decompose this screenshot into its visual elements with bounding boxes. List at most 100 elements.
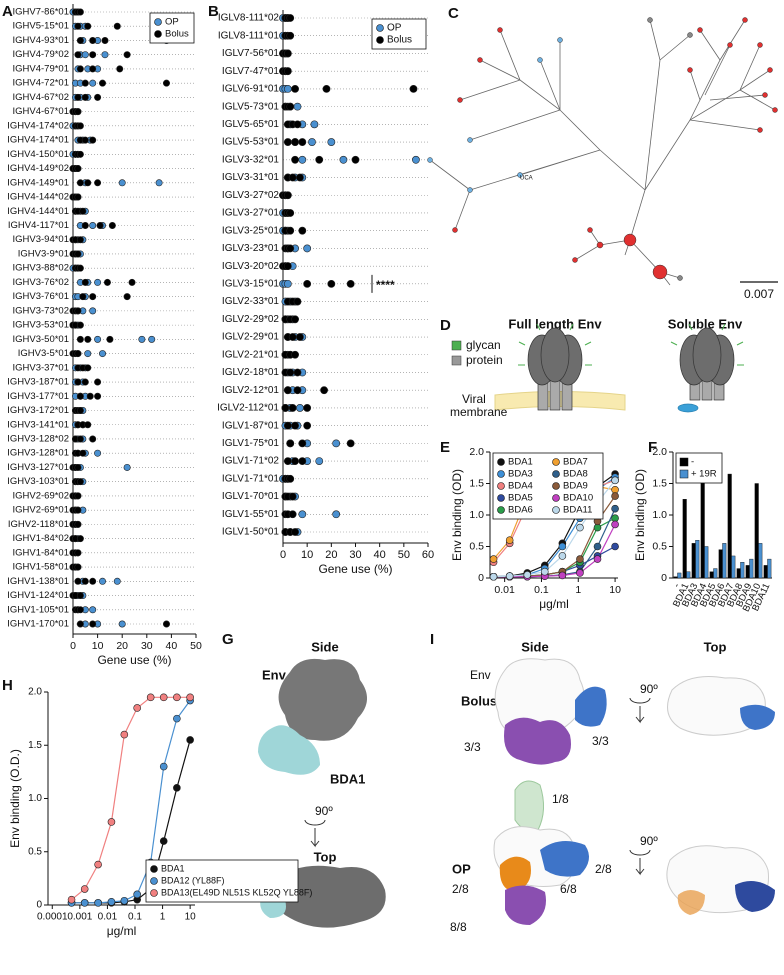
rotation-arrow: [629, 697, 651, 724]
dot: [84, 364, 92, 372]
view-label: Side: [521, 639, 548, 654]
dot: [74, 307, 82, 315]
category-label: IGLV2-18*01: [222, 367, 280, 378]
x-tick-label: 1: [575, 584, 581, 596]
point: [576, 569, 584, 577]
dot: [76, 535, 84, 543]
bar: [722, 543, 727, 579]
category-label: IGLV3-25*01: [222, 225, 280, 236]
category-label: IGLV1-70*01: [222, 491, 280, 502]
dot: [303, 404, 312, 412]
dot: [128, 278, 136, 286]
dot: [76, 407, 84, 415]
dot: [293, 386, 302, 395]
legend-marker: [150, 889, 158, 897]
category-label: IGHV1-138*01: [7, 576, 69, 587]
bar: [749, 558, 754, 579]
dot: [138, 335, 146, 343]
y-tick-label: 0.5: [469, 540, 484, 552]
dot: [162, 79, 170, 87]
category-label: IGHV3-76*01: [12, 291, 69, 302]
membrane-label: membrane: [450, 405, 508, 419]
dot: [315, 155, 324, 164]
category-label: IGHV4-144*01: [7, 206, 69, 217]
x-tick-label: 0.1: [534, 584, 549, 596]
y-tick-label: 1.0: [28, 793, 42, 804]
dot: [113, 22, 121, 30]
category-label: IGLV1-87*01: [222, 420, 280, 431]
dot: [76, 592, 84, 600]
map-label: BDA1: [330, 771, 365, 786]
dot: [81, 278, 89, 286]
dot: [103, 278, 111, 286]
dot: [308, 138, 316, 146]
category-label: IGLV1-75*01: [222, 438, 280, 449]
point: [186, 736, 194, 744]
y-tick-label: 0: [36, 900, 42, 911]
x-tick-label: 10: [185, 912, 197, 923]
rotation-label: 90º: [315, 804, 333, 818]
legend-marker: [497, 506, 505, 514]
view-label: Side: [311, 639, 338, 654]
category-label: IGLV1-55*01: [222, 509, 280, 520]
panel-label: G: [222, 631, 234, 648]
dot: [89, 435, 97, 443]
category-label: IGHV1-124*01: [7, 590, 69, 601]
category-label: IGLV8-111*02: [218, 13, 280, 24]
bar: [736, 568, 741, 579]
y-axis-label: Env binding (O.D.): [8, 749, 22, 848]
dot: [327, 138, 336, 146]
dot: [76, 392, 84, 400]
category-label: IGHV4-67*02: [12, 92, 69, 103]
panel-label: C: [448, 5, 459, 22]
x-tick-label: 0.01: [494, 584, 515, 596]
category-label: IGHV4-174*02: [7, 120, 69, 131]
dot: [74, 350, 82, 358]
dot: [81, 136, 89, 144]
category-label: IGHV2-69*01: [12, 505, 69, 516]
x-axis-label: Gene use (%): [318, 562, 392, 576]
dot: [293, 368, 302, 377]
y-tick-label: 0: [478, 572, 484, 584]
membrane-label: Viral: [462, 392, 486, 406]
category-label: IGLV6-91*01: [222, 84, 280, 95]
category-label: IGHV4-72*01: [12, 78, 69, 89]
glycans: [518, 323, 744, 366]
bar: [767, 558, 772, 579]
x-tick-label: 60: [422, 549, 434, 561]
dot: [283, 67, 292, 76]
occupancy-label: 1/8: [552, 792, 569, 806]
env-density: [278, 658, 368, 741]
dot: [298, 226, 307, 235]
dot: [94, 392, 102, 400]
dot: [74, 193, 82, 201]
dot: [332, 510, 341, 519]
x-tick-label: 20: [325, 549, 337, 561]
x-tick-label: 0.0001: [37, 912, 68, 923]
dot: [286, 439, 295, 448]
category-label: IGLV1-50*01: [222, 527, 280, 538]
y-tick-label: 1.0: [469, 509, 484, 521]
x-tick-label: 0.001: [67, 912, 92, 923]
category-label: IGHV3-53*01: [12, 320, 69, 331]
fab-density: [677, 890, 705, 915]
x-tick-label: 50: [190, 640, 202, 652]
category-label: IGHV5-15*01: [12, 21, 69, 32]
category-label: IGHV7-86*01: [12, 7, 69, 18]
dot: [291, 155, 299, 164]
panel-label: E: [440, 439, 450, 456]
legend-label: BDA1: [161, 863, 185, 873]
point: [611, 542, 619, 551]
rotation-label: 90º: [640, 682, 658, 696]
category-label: IGHV4-150*01: [7, 149, 69, 160]
x-tick-label: 20: [116, 640, 128, 652]
category-label: IGLV2-12*01: [222, 385, 280, 396]
fab-density: [735, 881, 775, 912]
x-tick-label: 10: [92, 640, 104, 652]
point: [505, 536, 514, 545]
category-label: IGHV4-93*01: [12, 35, 69, 46]
category-label: IGLV3-20*02: [222, 261, 280, 272]
dot: [123, 51, 131, 59]
dot: [108, 221, 116, 229]
x-tick-label: 0: [280, 549, 286, 561]
